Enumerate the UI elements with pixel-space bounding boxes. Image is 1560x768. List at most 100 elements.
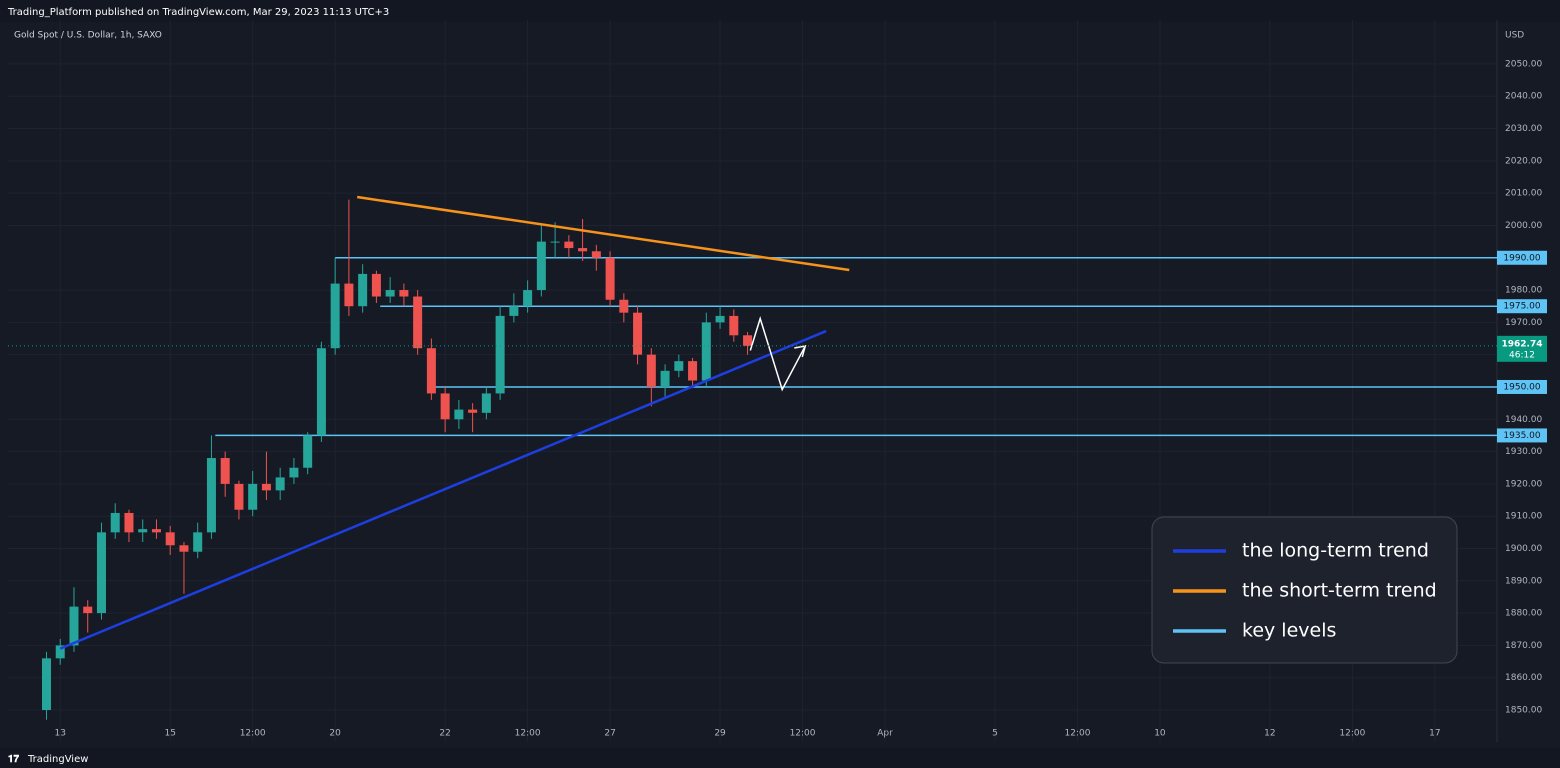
candle-body (316, 348, 326, 436)
candle-body (69, 606, 79, 646)
candle-body (729, 315, 739, 336)
candle-body (275, 477, 285, 491)
y-tick-label: 2020.00 (1505, 156, 1542, 166)
x-tick-label: 5 (992, 729, 998, 739)
key-level-label: 1975.00 (1503, 302, 1540, 312)
x-tick-label: 27 (604, 729, 615, 739)
footer: TradingView (27, 754, 88, 765)
y-tick-label: 1940.00 (1505, 415, 1542, 425)
countdown: 46:12 (1509, 350, 1535, 360)
candle-body (550, 241, 560, 243)
y-tick-label: 1870.00 (1505, 641, 1542, 651)
candle-body (165, 532, 175, 546)
key-level-tag (1497, 428, 1547, 443)
y-unit: USD (1505, 31, 1524, 41)
y-tick-label: 1900.00 (1505, 544, 1542, 554)
last-price-label: 1962.74 (1502, 339, 1543, 349)
last-price-tag (1497, 335, 1547, 362)
candle-body (468, 409, 478, 413)
candle-body (330, 283, 340, 349)
publisher: Trading_Platform published on TradingVie… (7, 7, 389, 18)
x-tick-label: 17 (1429, 729, 1440, 739)
legend-label: the long-term trend (1242, 540, 1429, 562)
candle-body (633, 312, 643, 355)
candle-body (261, 483, 271, 491)
chart-title: Gold Spot / U.S. Dollar, 1h, SAXO (14, 31, 162, 41)
candle-body (83, 606, 93, 614)
x-tick-label: 22 (439, 729, 450, 739)
candle-body (495, 315, 505, 394)
candle-body (646, 354, 656, 387)
candle-body (591, 251, 601, 258)
x-tick-label: 12:00 (240, 729, 266, 739)
candle-body (124, 512, 134, 533)
x-tick-label: 12:00 (1064, 729, 1090, 739)
candle-body (578, 248, 588, 252)
x-tick-label: 20 (329, 729, 341, 739)
candle-body (619, 299, 629, 313)
y-tick-label: 2010.00 (1505, 189, 1542, 199)
candle-body (371, 273, 381, 297)
x-tick-label: 12:00 (515, 729, 541, 739)
y-tick-label: 2030.00 (1505, 124, 1542, 134)
x-tick-label: Apr (877, 729, 893, 739)
legend-label: the short-term trend (1242, 580, 1437, 602)
candle-body (523, 290, 533, 307)
y-tick-label: 1970.00 (1505, 318, 1542, 328)
candle-body (41, 658, 51, 711)
y-tick-label: 2050.00 (1505, 59, 1542, 69)
footer-bar (0, 748, 1560, 768)
candle-body (399, 290, 409, 297)
projection-path (749, 315, 806, 392)
y-tick-label: 1880.00 (1505, 609, 1542, 619)
x-tick-label: 13 (55, 729, 66, 739)
candle-body (481, 393, 491, 413)
candle-body (454, 409, 464, 420)
header-bar (0, 0, 1560, 22)
candle-body (413, 296, 423, 349)
candle-body (55, 645, 65, 659)
y-tick-label: 1920.00 (1505, 479, 1542, 489)
candle-body (743, 335, 753, 346)
projection-arrowhead (794, 344, 807, 358)
key-level-label: 1990.00 (1503, 253, 1540, 263)
x-tick-label: 12:00 (1339, 729, 1365, 739)
candle-body (220, 458, 230, 484)
x-tick-label: 12:00 (790, 729, 816, 739)
logo-mark: 𝟏𝟕 (8, 754, 20, 765)
candle-body (248, 483, 258, 510)
candle-body (440, 393, 450, 420)
candle-body (303, 435, 313, 468)
y-tick-label: 2000.00 (1505, 221, 1542, 231)
candle-body (193, 532, 203, 552)
candle-body (151, 529, 161, 533)
y-tick-label: 1910.00 (1505, 512, 1542, 522)
x-tick-label: 12 (1264, 729, 1275, 739)
candle-body (234, 483, 244, 510)
candle-body (688, 361, 698, 381)
x-tick-label: 15 (164, 729, 175, 739)
trend-line (59, 329, 827, 650)
candle-body (605, 257, 615, 300)
candle-body (96, 532, 106, 614)
y-tick-label: 1890.00 (1505, 576, 1542, 586)
y-tick-label: 2040.00 (1505, 92, 1542, 102)
candle-body (536, 241, 546, 291)
legend-box (1151, 516, 1458, 664)
candle-body (701, 322, 711, 381)
y-tick-label: 1850.00 (1505, 706, 1542, 716)
candle-body (289, 467, 299, 478)
candle-body (564, 241, 574, 249)
candle-body (138, 529, 148, 533)
key-level-label: 1950.00 (1503, 382, 1540, 392)
candle-body (509, 306, 519, 316)
key-level-label: 1935.00 (1503, 431, 1540, 441)
candle-body (426, 348, 436, 394)
candle-body (674, 361, 684, 371)
x-tick-label: 29 (714, 729, 726, 739)
candle-body (206, 458, 216, 533)
y-tick-label: 1860.00 (1505, 673, 1542, 683)
candle-body (110, 512, 120, 533)
legend-label: key levels (1242, 620, 1336, 642)
